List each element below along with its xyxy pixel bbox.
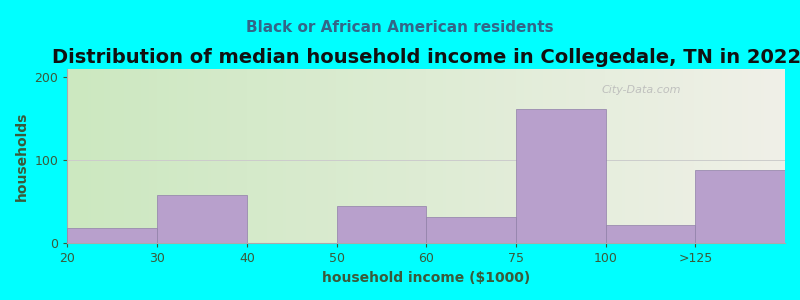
Text: City-Data.com: City-Data.com: [602, 85, 682, 94]
Bar: [516, 109, 606, 243]
Bar: [695, 170, 785, 243]
Bar: [606, 225, 695, 243]
Y-axis label: households: households: [15, 111, 29, 201]
Title: Distribution of median household income in Collegedale, TN in 2022: Distribution of median household income …: [52, 48, 800, 67]
Bar: [426, 217, 516, 243]
Bar: [337, 206, 426, 243]
Text: Black or African American residents: Black or African American residents: [246, 20, 554, 34]
Bar: [67, 228, 157, 243]
Bar: [157, 195, 247, 243]
X-axis label: household income ($1000): household income ($1000): [322, 271, 530, 285]
